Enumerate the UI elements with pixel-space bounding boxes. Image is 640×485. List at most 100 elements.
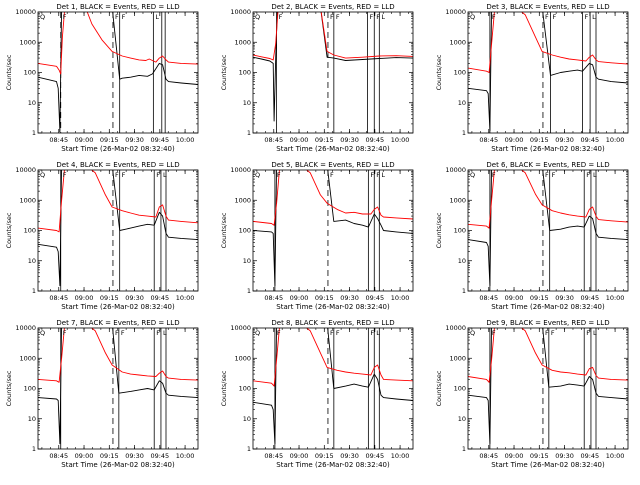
y-axis-label: Counts/sec [5, 212, 13, 248]
x-tick-label: 09:30 [125, 452, 144, 460]
y-tick-label: 100 [454, 227, 466, 235]
segment-label: F [545, 13, 549, 21]
x-tick-label: 09:15 [530, 294, 549, 302]
x-tick-label: 09:45 [580, 136, 599, 144]
detector-panel-8: Det 8, BLACK = Events, RED = LLD Counts/s… [220, 319, 414, 469]
segment-label: F [376, 13, 380, 21]
y-tick-label: 10000 [230, 166, 251, 174]
segment-label: F [279, 13, 283, 21]
segment-label: F [370, 329, 374, 337]
panel-title: Det 2, BLACK = Events, RED = LLD [271, 3, 394, 11]
segment-label: Q [470, 329, 475, 337]
segment-label: L [376, 329, 380, 337]
panel-title: Det 9, BLACK = Events, RED = LLD [486, 319, 609, 327]
y-tick-label: 10 [458, 99, 466, 107]
segment-label: Q [40, 329, 45, 337]
x-axis-label: Start Time (26-Mar-02 08:32:40) [276, 461, 390, 469]
y-tick-label: 10 [28, 415, 36, 423]
y-axis-label: Counts/sec [220, 54, 228, 90]
segment-label: Q [40, 171, 45, 179]
panel-title: Det 4, BLACK = Events, RED = LLD [56, 161, 179, 169]
y-tick-label: 1000 [449, 354, 466, 362]
panel-plot-area [468, 170, 628, 291]
x-tick-label: 09:00 [75, 294, 94, 302]
y-tick-label: 1 [247, 287, 251, 295]
x-tick-label: 09:15 [315, 294, 334, 302]
x-tick-label: 10:00 [391, 452, 410, 460]
segment-label: Q [470, 171, 475, 179]
panel-frame [37, 169, 199, 292]
segment-label: Q [470, 13, 475, 21]
panel-plot-area [38, 12, 198, 133]
panel-frame [37, 11, 199, 134]
x-tick-label: 09:00 [75, 136, 94, 144]
x-tick-label: 08:45 [479, 136, 498, 144]
y-tick-label: 100 [239, 385, 251, 393]
segment-label: F [545, 329, 549, 337]
x-tick-label: 09:00 [505, 294, 524, 302]
y-tick-label: 1000 [19, 354, 36, 362]
segment-label: F [63, 329, 67, 337]
panel-title: Det 5, BLACK = Events, RED = LLD [271, 161, 394, 169]
y-tick-label: 1000 [449, 38, 466, 46]
series-line-events [253, 170, 413, 287]
segment-label: F [585, 13, 589, 21]
panel-plot-area [38, 170, 198, 291]
x-tick-label: 09:30 [555, 136, 574, 144]
segment-label: Q [40, 13, 45, 21]
y-tick-label: 10000 [230, 8, 251, 16]
y-tick-label: 1000 [234, 354, 251, 362]
segment-label: F [330, 329, 334, 337]
segment-label: L [381, 171, 385, 179]
x-tick-label: 10:00 [606, 294, 625, 302]
y-tick-label: 10000 [445, 166, 466, 174]
segment-label: F [330, 13, 334, 21]
panel-plot-area [38, 328, 198, 449]
x-tick-label: 09:30 [555, 452, 574, 460]
y-tick-label: 10000 [445, 8, 466, 16]
series-line-lld [253, 12, 413, 61]
x-tick-label: 09:30 [340, 452, 359, 460]
series-line-lld [38, 12, 198, 75]
segment-label: F [586, 171, 590, 179]
x-tick-label: 10:00 [176, 136, 195, 144]
series-line-events [468, 12, 628, 132]
y-tick-label: 1 [462, 445, 466, 453]
series-line-lld [468, 170, 628, 229]
x-tick-label: 10:00 [391, 136, 410, 144]
y-tick-label: 10 [243, 99, 251, 107]
segment-label: F [586, 329, 590, 337]
panel-title: Det 3, BLACK = Events, RED = LLD [486, 3, 609, 11]
y-tick-label: 10 [458, 257, 466, 265]
y-tick-label: 100 [239, 69, 251, 77]
x-tick-label: 09:15 [100, 136, 119, 144]
y-axis-label: Counts/sec [435, 212, 443, 248]
x-axis-label: Start Time (26-Mar-02 08:32:40) [61, 303, 175, 311]
x-tick-label: 08:45 [479, 452, 498, 460]
segment-label: F [121, 329, 125, 337]
y-tick-label: 100 [24, 385, 36, 393]
x-tick-label: 09:15 [530, 136, 549, 144]
y-tick-label: 10000 [15, 324, 36, 332]
x-tick-label: 09:00 [290, 136, 309, 144]
x-tick-label: 09:15 [530, 452, 549, 460]
segment-label: F [492, 329, 496, 337]
segment-label: F [156, 329, 160, 337]
segment-label: F [545, 171, 549, 179]
x-tick-label: 09:45 [580, 294, 599, 302]
x-tick-label: 09:15 [100, 452, 119, 460]
detector-panel-6: Det 6, BLACK = Events, RED = LLD Counts/s… [435, 161, 629, 311]
segment-label: F [122, 171, 126, 179]
y-tick-label: 100 [454, 385, 466, 393]
y-axis-label: Counts/sec [5, 54, 13, 90]
y-tick-label: 1000 [449, 196, 466, 204]
segment-label: F [330, 171, 334, 179]
y-tick-label: 100 [239, 227, 251, 235]
y-tick-label: 10 [243, 415, 251, 423]
panel-frame [467, 169, 629, 292]
segment-label: F [277, 329, 281, 337]
x-axis-label: Start Time (26-Mar-02 08:32:40) [276, 303, 390, 311]
series-line-lld [253, 328, 413, 387]
x-tick-label: 10:00 [391, 294, 410, 302]
detector-panel-7: Det 7, BLACK = Events, RED = LLD Counts/s… [5, 319, 199, 469]
